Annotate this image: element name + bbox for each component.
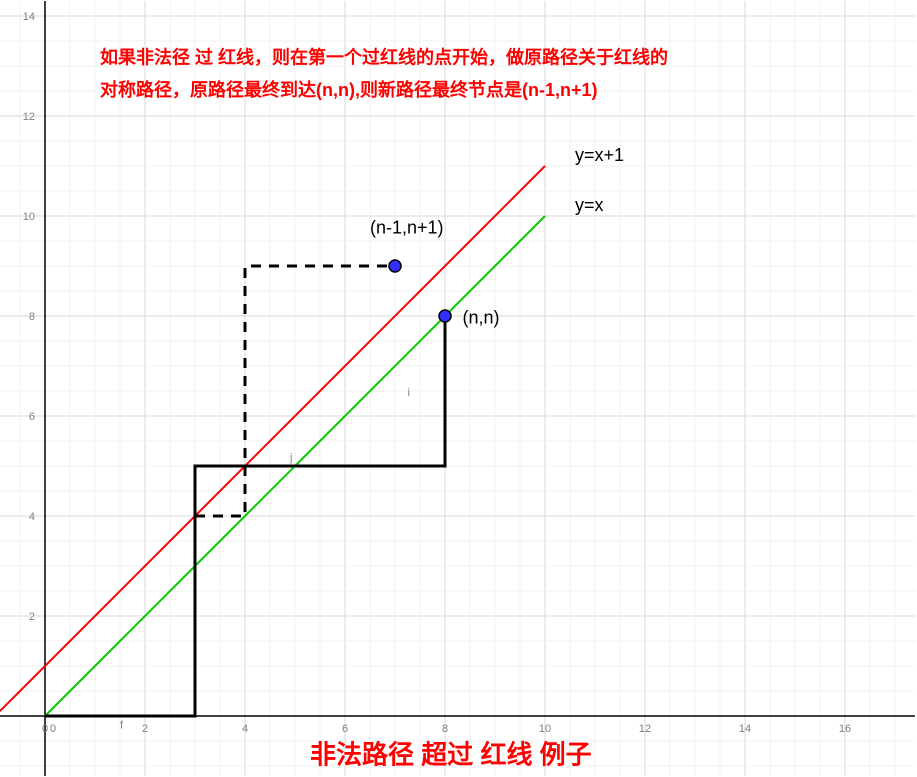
- yx-label: y=x: [575, 195, 604, 215]
- bottom-annotation: 非法路径 超过 红线 例子: [310, 740, 592, 770]
- point-n1n1-label: (n-1,n+1): [370, 218, 444, 238]
- x-tick-label: 10: [539, 723, 551, 735]
- point-nn-label: (n,n): [463, 308, 500, 328]
- yx1-label: y=x+1: [575, 145, 624, 165]
- top-annotation-line2: 对称路径，原路径最终到达(n,n),则新路径最终节点是(n-1,n+1): [100, 79, 598, 100]
- chart-container: 0 2 4 6 8 10 12 14 16 2 4 6 8 10 12 14 0 y=x+1 y=x (n,n) (n-…: [0, 0, 917, 777]
- x-tick-label: 2: [142, 723, 148, 735]
- x-tick-label: 4: [242, 723, 248, 735]
- point-n1n1: [389, 260, 401, 272]
- y-tick-label: 4: [29, 511, 35, 523]
- small-label-i: i: [408, 387, 410, 399]
- x-tick-label: 0: [42, 723, 48, 735]
- y-tick-label: 12: [23, 111, 35, 123]
- small-label-j: j: [289, 452, 292, 464]
- origin-label: 0: [50, 723, 56, 735]
- y-tick-label: 14: [23, 11, 35, 23]
- x-tick-label: 14: [739, 723, 751, 735]
- x-tick-label: 8: [442, 723, 448, 735]
- top-annotation-line1: 如果非法径 过 红线，则在第一个过红线的点开始，做原路径关于红线的: [100, 47, 668, 68]
- x-tick-label: 6: [342, 723, 348, 735]
- x-tick-label: 12: [639, 723, 651, 735]
- y-tick-label: 6: [29, 411, 35, 423]
- y-tick-label: 10: [23, 211, 35, 223]
- point-nn: [439, 310, 451, 322]
- x-tick-label: 16: [839, 723, 851, 735]
- y-tick-label: 8: [29, 311, 35, 323]
- y-tick-label: 2: [29, 611, 35, 623]
- catalan-reflection-diagram: 0 2 4 6 8 10 12 14 16 2 4 6 8 10 12 14 0 y=x+1 y=x (n,n) (n-…: [0, 0, 917, 777]
